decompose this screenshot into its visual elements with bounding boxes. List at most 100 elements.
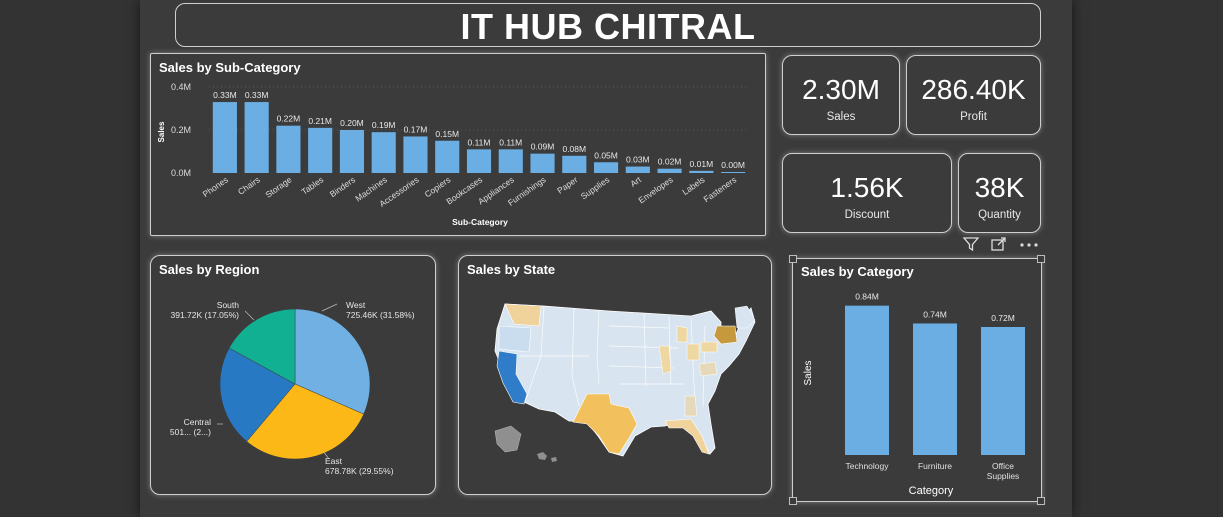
slice-name-label: East xyxy=(325,456,343,466)
slice-south xyxy=(228,308,296,385)
visual-header-toolbar xyxy=(962,236,1042,254)
y-tick-label: 0.4M xyxy=(171,82,191,92)
leader-line xyxy=(321,303,338,312)
slice-central xyxy=(219,347,296,442)
right-gutter xyxy=(1072,0,1223,517)
category-chart-title: Sales by Category xyxy=(801,264,914,279)
resize-handle[interactable] xyxy=(789,255,797,263)
bar-tables xyxy=(308,127,333,173)
title-banner: IT HUB CHITRAL xyxy=(175,3,1041,47)
bar-machines xyxy=(371,132,396,173)
bar-accessories xyxy=(403,136,428,173)
data-label: 0.21M xyxy=(308,116,332,126)
bar-supplies xyxy=(593,162,619,173)
state-washington xyxy=(504,303,542,327)
y-tick-label: 0.0M xyxy=(171,168,191,178)
x-axis-title: Sub-Category xyxy=(452,217,508,227)
y-axis-title: Sales xyxy=(803,360,814,385)
x-tick-label: Tables xyxy=(299,174,325,196)
us-states-map xyxy=(494,303,756,462)
x-tick-label: Storage xyxy=(263,174,293,199)
region-chart-panel[interactable]: Sales by Region West 725.46K (31.58%) East… xyxy=(150,255,436,495)
data-label: 0.08M xyxy=(562,144,586,154)
x-tick-label: Chairs xyxy=(236,174,262,196)
state-florida xyxy=(664,418,710,455)
kpi-value: 38K xyxy=(974,172,1025,203)
focus-mode-icon[interactable] xyxy=(990,236,1008,252)
bar-phones xyxy=(212,102,237,173)
category-bar-chart: Sales 0.84M Technology 0.74M Furniture 0.72M O… xyxy=(803,292,1025,497)
x-tick-label: Supplies xyxy=(987,471,1020,481)
data-label: 0.03M xyxy=(626,155,650,165)
resize-handle[interactable] xyxy=(789,497,797,505)
kpi-card-quantity[interactable]: 38K Quantity xyxy=(958,153,1041,233)
bar-chairs xyxy=(244,102,269,173)
bar-office-supplies xyxy=(981,327,1025,455)
kpi-card-sales[interactable]: 2.30M Sales xyxy=(782,55,900,135)
bar-technology xyxy=(845,305,889,455)
state-california xyxy=(496,350,528,405)
state-michigan xyxy=(676,325,688,343)
state-illinois xyxy=(658,345,672,375)
x-tick-label: Paper xyxy=(555,174,579,195)
state-alaska xyxy=(494,425,522,453)
kpi-card-discount[interactable]: 1.56K Discount xyxy=(782,153,952,233)
x-tick-label: Fasteners xyxy=(702,174,739,204)
data-label: 0.84M xyxy=(855,292,879,302)
bar-labels xyxy=(689,170,714,173)
bar-furnishings xyxy=(530,153,555,173)
x-tick-label: Art xyxy=(628,174,643,189)
data-label: 0.74M xyxy=(923,309,947,319)
data-label: 0.33M xyxy=(213,90,237,100)
kpi-label: Profit xyxy=(960,111,987,123)
kpi-label: Discount xyxy=(844,209,890,221)
kpi-value: 2.30M xyxy=(802,74,880,105)
data-label: 0.20M xyxy=(340,118,364,128)
x-tick-label: Furniture xyxy=(918,461,952,471)
resize-handle[interactable] xyxy=(1037,255,1045,263)
left-gutter xyxy=(0,0,140,517)
data-label: 0.72M xyxy=(991,313,1015,323)
resize-handle[interactable] xyxy=(1037,497,1045,505)
kpi-card-profit[interactable]: 286.40K Profit xyxy=(906,55,1041,135)
state-ohio xyxy=(686,343,700,361)
bar-fasteners xyxy=(721,172,746,173)
slice-value-label: 678.78K (29.55%) xyxy=(325,466,394,476)
state-texas xyxy=(572,393,638,455)
filter-icon[interactable] xyxy=(962,236,980,252)
slice-value-label: 391.72K (17.05%) xyxy=(170,310,239,320)
slice-west xyxy=(294,308,371,415)
more-options-icon[interactable] xyxy=(1018,236,1040,252)
x-axis-title: Category xyxy=(909,485,954,497)
data-label: 0.15M xyxy=(435,129,459,139)
region-chart-title: Sales by Region xyxy=(159,262,260,277)
data-label: 0.22M xyxy=(277,114,301,124)
slice-name-label: South xyxy=(217,300,239,310)
state-pennsylvania xyxy=(700,341,718,353)
kpi-label: Quantity xyxy=(978,209,1021,221)
page-title: IT HUB CHITRAL xyxy=(460,6,756,47)
kpi-value: 1.56K xyxy=(830,172,904,203)
x-tick-label: Supplies xyxy=(579,174,611,201)
data-label: 0.09M xyxy=(531,142,555,152)
bar-furniture xyxy=(913,323,957,455)
state-georgia xyxy=(684,395,698,417)
leader-line xyxy=(322,450,330,460)
category-chart-panel[interactable]: Sales by Category Sales 0.84M Technology 0.… xyxy=(789,255,1045,505)
state-new-england xyxy=(734,305,756,329)
state-virginia xyxy=(698,361,718,377)
state-oregon xyxy=(498,325,532,353)
state-map-panel[interactable]: Sales by State xyxy=(458,255,772,495)
y-axis-title: Sales xyxy=(157,121,166,142)
data-label: 0.01M xyxy=(690,159,714,169)
x-tick-label: Office xyxy=(992,461,1014,471)
bar-appliances xyxy=(498,149,523,173)
subcategory-chart-panel[interactable]: Sales by Sub-Category 0.0M 0.2M 0.4M Sales 0… xyxy=(150,53,766,236)
subcategory-bar-chart: 0.0M 0.2M 0.4M Sales 0.33M Phones 0.33M Chairs 0… xyxy=(157,82,749,227)
data-label: 0.05M xyxy=(594,150,618,160)
bar-envelopes xyxy=(657,168,682,173)
subcategory-chart-title: Sales by Sub-Category xyxy=(159,60,301,75)
bar-bookcases xyxy=(466,149,492,173)
state-hawaii xyxy=(537,452,557,462)
